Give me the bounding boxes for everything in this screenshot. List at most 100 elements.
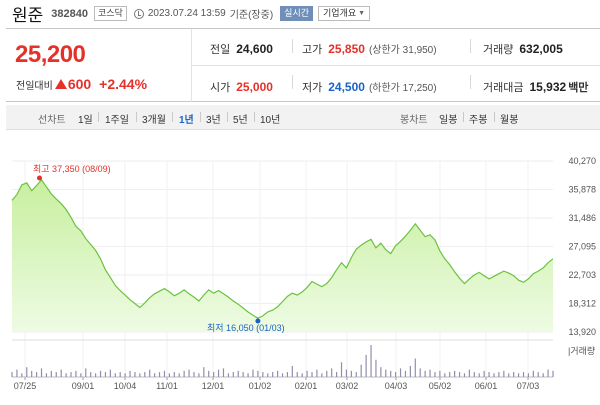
volume-bar (198, 373, 200, 377)
period-1y[interactable]: 1년 (179, 115, 194, 126)
volume: 거래량 632,005 (483, 41, 563, 57)
volume-bar (444, 373, 446, 377)
candle-weekly[interactable]: 주봉 (469, 115, 488, 126)
y-tick-label: 35,878 (568, 185, 596, 195)
volume-bar (331, 368, 333, 377)
y-tick-label: 31,486 (568, 213, 596, 223)
x-tick-label: 02/01 (295, 381, 318, 391)
price-chart[interactable]: 07/25 09/01 10/04 11/01 12/01 01/02 02/01 03/02… (0, 140, 600, 405)
volume-bar (80, 373, 82, 377)
volume-bar (99, 370, 102, 377)
prev-close-label: 전일 (210, 44, 231, 56)
volume-bar (355, 372, 357, 377)
price-chart-svg[interactable]: 07/25 09/01 10/04 11/01 12/01 01/02 02/01 03/02… (0, 140, 600, 405)
volume-bar (119, 372, 121, 377)
volume-bar (552, 370, 554, 377)
volume-bar (222, 368, 225, 377)
upper-limit: (상한가 31,950) (368, 45, 437, 56)
volume-bar (478, 373, 480, 377)
volume-bar (90, 372, 92, 377)
x-tick-label: 07/25 (14, 381, 37, 391)
column-separator (470, 75, 471, 89)
y-tick-label: 22,703 (568, 270, 596, 280)
volume-bar (345, 369, 348, 377)
candle-monthly[interactable]: 월봉 (500, 115, 519, 126)
price-area (12, 179, 553, 332)
current-price-box: 25,200 전일대비 600 +2.44% (6, 29, 192, 102)
x-tick-label: 07/03 (517, 381, 540, 391)
volume-bar (419, 368, 421, 377)
volume-bar (336, 372, 338, 377)
up-triangle-icon (54, 79, 67, 89)
volume-bar (213, 372, 215, 377)
period-10y[interactable]: 10년 (260, 115, 281, 126)
volume-bar (40, 368, 43, 377)
volume-bar (537, 372, 539, 377)
low-label: 저가 (302, 82, 323, 94)
trade-value: 거래대금 15,932 백만 (483, 79, 588, 95)
company-overview-button[interactable]: 기업개요 ▼ (318, 6, 371, 21)
volume-bar (129, 370, 131, 377)
volume-bar (173, 372, 175, 377)
change-rate: +2.44% (99, 76, 148, 92)
volume-bar (144, 372, 146, 377)
volume-bar (350, 370, 352, 377)
volume-bar (50, 370, 52, 377)
max-marker (37, 175, 43, 181)
period-separator (200, 112, 201, 122)
volume-bar (326, 370, 328, 377)
x-tick-label: 06/01 (475, 381, 498, 391)
period-1d[interactable]: 1일 (78, 115, 93, 126)
period-bar: 선차트 1일 1주일 3개월 1년 3년 5년 10년 봉차트 일봉 주봉 월봉 (6, 105, 600, 130)
column-separator (292, 75, 293, 89)
volume-bar (16, 369, 18, 377)
volume-bar (311, 372, 313, 377)
high-label: 고가 (302, 44, 323, 56)
volume-bar (503, 370, 505, 377)
low-price: 저가 24,500 (하한가 17,250) (302, 79, 437, 95)
period-1w[interactable]: 1주일 (105, 115, 129, 126)
chevron-down-icon: ▼ (358, 10, 366, 17)
volume-bar (109, 369, 111, 377)
trade-value-unit: 백만 (568, 82, 589, 94)
volume-bar (242, 372, 244, 377)
volume-bar (85, 368, 87, 377)
price-line (11, 178, 554, 319)
period-3y[interactable]: 3년 (206, 115, 221, 126)
column-separator (292, 39, 293, 53)
y-tick-label: 13,920 (568, 327, 596, 337)
volume-bar (45, 373, 48, 377)
stat-divider (192, 65, 600, 66)
volume-bar (365, 354, 367, 377)
volume-bar (35, 372, 38, 377)
volume-bar (252, 369, 254, 377)
trade-value-value: 15,932 (529, 80, 567, 94)
period-separator (172, 112, 173, 122)
volume-bar (272, 372, 274, 377)
realtime-button[interactable]: 실시간 (280, 6, 314, 21)
volume-bar (70, 372, 72, 377)
trade-value-label: 거래대금 (483, 82, 524, 94)
volume-bar (163, 370, 166, 377)
volume-bar (65, 373, 67, 377)
volume-bar (360, 364, 362, 377)
x-tick-label: 05/02 (429, 381, 452, 391)
volume-bar (267, 373, 269, 377)
volume-bar (178, 373, 180, 377)
max-annotation: 최고 37,350 (08/09) (33, 164, 111, 174)
volume-bar (183, 370, 185, 377)
volume-bar (232, 372, 234, 377)
volume-bar (404, 370, 407, 377)
period-3m[interactable]: 3개월 (142, 115, 166, 126)
volume-bar (380, 367, 382, 377)
stat-grid: 전일 24,600 고가 25,850 (상한가 31,950) 거래량 632… (192, 29, 600, 102)
volume-bar (473, 372, 475, 377)
volume-bar (237, 370, 239, 377)
volume-bar (513, 372, 515, 377)
volume-bar (522, 372, 525, 377)
volume-bar (291, 365, 293, 377)
market-badge: 코스닥 (94, 6, 127, 21)
min-marker (255, 318, 261, 324)
period-5y[interactable]: 5년 (233, 115, 248, 126)
candle-daily[interactable]: 일봉 (439, 115, 458, 126)
